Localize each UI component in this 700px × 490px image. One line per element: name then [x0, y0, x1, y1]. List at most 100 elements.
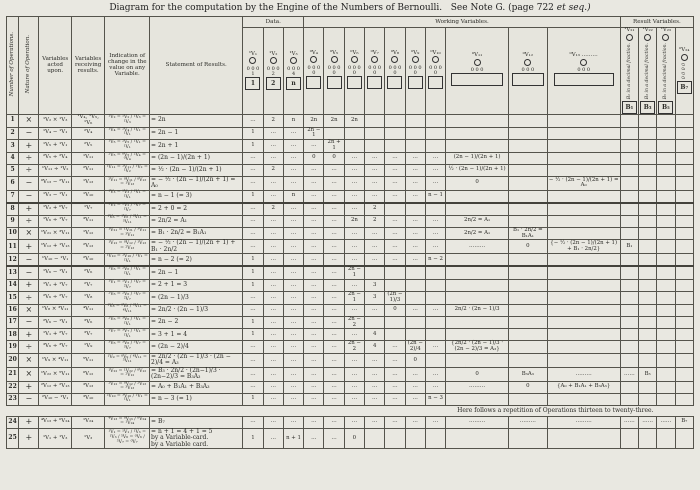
- indication-of-change: ³V₆ = ³V₆ / ³V₇ = ³V₇: [104, 340, 151, 355]
- variable-card-box: [387, 76, 403, 89]
- variable-value-cell: 0: [303, 151, 325, 165]
- variable-value-cell: [343, 139, 366, 153]
- variable-value-cell: [656, 315, 676, 330]
- variable-value-cell: [508, 126, 548, 141]
- result-variable-label: B₅ in a decimal fraction.: [663, 42, 669, 99]
- variable-value-cell: [445, 201, 510, 216]
- variable-value-cell: [619, 126, 640, 141]
- operation-number: 15: [5, 291, 20, 305]
- variables-receiving: ³V₁₁: [70, 214, 106, 228]
- variable-value-cell: …: [303, 427, 325, 450]
- variable-card-box: [451, 73, 504, 87]
- variable-value-cell: 2n: [323, 113, 345, 128]
- header-nature-label: Nature of Operation.: [24, 35, 31, 94]
- variable-value-cell: 4: [364, 340, 386, 355]
- statement-of-results: = (2n − 1)/(2n + 1): [149, 151, 244, 165]
- variable-value-cell: [445, 265, 510, 281]
- variable-value-cell: [638, 392, 658, 406]
- variable-name: ⁰V₇: [370, 49, 379, 56]
- variable-value-cell: …: [303, 353, 325, 368]
- variable-value-cell: …: [303, 201, 325, 216]
- result-card-box: B₃: [640, 100, 656, 114]
- variable-circle-icon: [310, 56, 318, 64]
- variable-value-cell: 2: [262, 113, 284, 128]
- variable-column-header: ⁰V₇ 0 0 0 0: [364, 26, 386, 115]
- statement-note: by a Variable-card.: [151, 434, 209, 442]
- variable-value-cell: …: [282, 226, 305, 241]
- variable-value-cell: [619, 189, 640, 204]
- statement-text: = 2n − 1: [151, 129, 179, 137]
- variable-value-cell: [619, 253, 640, 267]
- variable-value-cell: [445, 353, 510, 368]
- variable-value-cell: …: [364, 189, 386, 204]
- variable-value-cell: [638, 201, 658, 216]
- variable-value-cell: [546, 214, 621, 228]
- variable-circle-icon: [371, 56, 379, 64]
- variable-digits: 0 0 0 0: [307, 64, 321, 76]
- variable-value-cell: [546, 303, 621, 317]
- variable-value-cell: [546, 151, 621, 165]
- variable-value-cell: …: [404, 303, 426, 317]
- variables-acted-upon: ²V₆ ÷ ²V₇: [38, 291, 72, 305]
- indication-of-change: ²V₁₀ = ³V₁₀ / ¹V₁ = ¹V₁: [104, 392, 151, 406]
- variables-receiving: ³V₁₃: [70, 380, 106, 394]
- variable-value-cell: …: [384, 163, 406, 177]
- header-working-group: Working Variables.: [303, 15, 621, 28]
- variable-value-cell: …: [343, 189, 366, 204]
- variable-value-cell: …: [323, 427, 345, 450]
- statement-text: = 2n/2 · (2n − 1)/3 · (2n − 2)/4 = A₃: [151, 353, 231, 367]
- variable-value-cell: [656, 392, 676, 406]
- variable-value-cell: …: [262, 279, 284, 293]
- variable-value-cell: [546, 427, 621, 450]
- variable-value-cell: …: [242, 340, 264, 355]
- variable-value-cell: …: [262, 353, 284, 368]
- operation-number: 10: [5, 226, 20, 241]
- variable-value-cell: …: [282, 214, 305, 228]
- variable-value-cell: …: [242, 113, 264, 128]
- variable-value-cell: 1: [242, 392, 264, 406]
- variable-value-cell: [364, 427, 386, 450]
- variable-value-cell: [656, 239, 676, 255]
- variable-value-cell: …: [404, 380, 426, 394]
- variable-value-cell: …: [323, 353, 345, 368]
- variable-value-cell: [674, 214, 695, 228]
- statement-note: by a Variable card.: [151, 440, 209, 448]
- operation-row: 10 × ¹V₂₁ × ³V₁₁ ¹V₁₂ ¹V₂₁ = ¹V₂₁ / ³V₁₁ = ³…: [5, 226, 695, 241]
- variable-value-cell: …: [242, 415, 264, 429]
- variables-receiving: ¹V₈: [70, 291, 106, 305]
- operation-number: 16: [5, 303, 20, 317]
- variable-name: ⁰V₄: [309, 49, 318, 56]
- operation-row: 17− ²V₆ − ¹V₁ ³V₆ ²V₆ = ³V₆ / ¹V₁ = ¹V₁ = 2n…: [5, 315, 695, 330]
- variables-receiving: ²V₁₀: [70, 253, 106, 267]
- statement-text: = 2n + 1: [151, 141, 179, 149]
- variable-value-cell: …: [364, 226, 386, 241]
- variable-value-cell: B₃A₃: [508, 366, 548, 382]
- variable-value-cell: ……: [619, 366, 640, 382]
- variable-value-cell: …: [303, 380, 325, 394]
- variable-value-cell: [656, 303, 676, 317]
- variable-value-cell: [508, 113, 548, 128]
- variable-value-cell: [546, 353, 621, 368]
- variable-digits: 0 0 0 0: [368, 64, 382, 76]
- variable-name: ⁰V₁₀: [430, 49, 441, 56]
- variable-digits: 0 0 0 0: [327, 64, 341, 76]
- variable-value-cell: [445, 253, 510, 267]
- variable-value-cell: [445, 328, 510, 342]
- variable-value-cell: ……: [619, 415, 640, 429]
- variable-value-cell: …: [404, 239, 426, 255]
- variable-value-cell: 2n − 1: [343, 265, 366, 281]
- variable-value-cell: …: [404, 189, 426, 204]
- variable-value-cell: …: [262, 239, 284, 255]
- variable-value-cell: …: [262, 214, 284, 228]
- variables-acted-upon: ¹V₂ + ⁰V₇: [38, 201, 72, 216]
- statement-of-results: = n + 1 = 4 + 1 = 5 by a Variable-card. by…: [149, 427, 244, 450]
- operation-number: 9: [5, 214, 20, 228]
- variable-value-cell: ………: [445, 415, 510, 429]
- variable-value-cell: [384, 427, 406, 450]
- operation-row: 7− ¹V₃ − ¹V₁ ¹V₁₀ ¹V₃ = ¹V₃ / ¹V₁ = ¹V₁ = n …: [5, 189, 695, 204]
- variable-name: ⁰V₆: [350, 49, 359, 56]
- diagram-title: Diagram for the computation by the Engin…: [6, 0, 694, 16]
- variable-value-cell: [619, 340, 640, 355]
- variable-value-cell: [445, 279, 510, 293]
